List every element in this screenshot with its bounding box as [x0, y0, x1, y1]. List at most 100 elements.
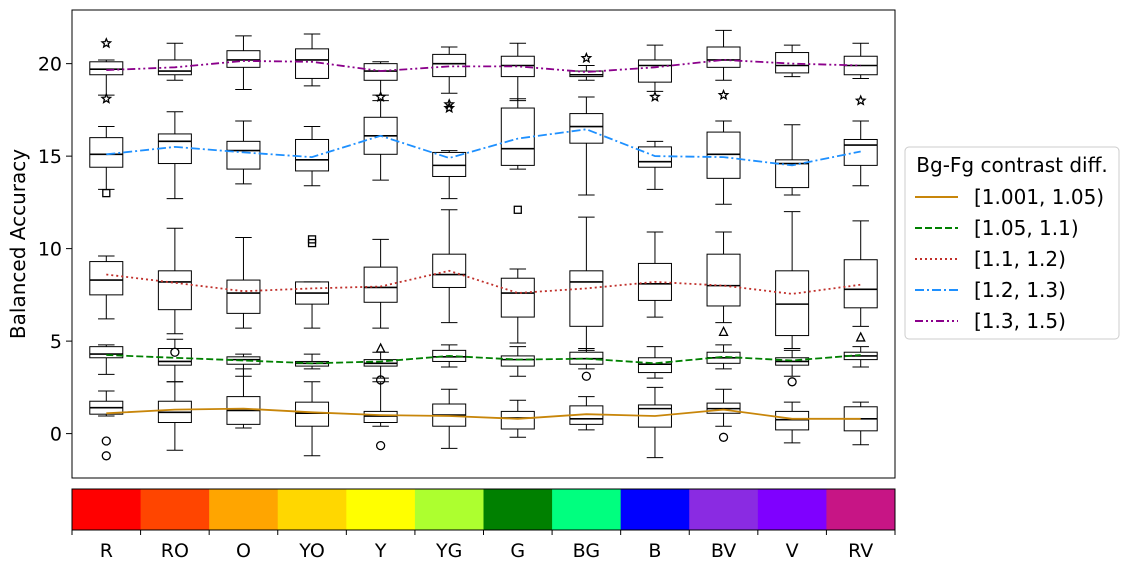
box-group — [706, 120, 741, 205]
box — [775, 270, 810, 337]
outlier-point — [581, 371, 592, 381]
box-group — [89, 390, 124, 461]
box-group — [89, 344, 124, 375]
series-line — [106, 407, 861, 420]
legend-label: [1.3, 1.5) — [974, 309, 1066, 333]
series-group — [89, 96, 878, 248]
box — [295, 401, 330, 427]
outlier-point — [717, 88, 730, 101]
box — [226, 140, 261, 170]
outlier-point — [649, 90, 661, 102]
box-group — [157, 227, 192, 335]
box-group — [637, 346, 672, 379]
legend-items: [1.001, 1.05) [1.05, 1.1) [1.1, 1.2) [1.2, … — [915, 185, 1104, 333]
x-tick-label: R — [100, 540, 113, 562]
box — [843, 138, 878, 166]
plot-area: 0 5 10 15 20 — [38, 9, 896, 479]
box — [500, 277, 535, 318]
color-swatch — [757, 489, 827, 530]
series-layer — [89, 29, 878, 461]
outlier-point — [375, 375, 386, 385]
box-group — [775, 124, 810, 196]
legend-label: [1.1, 1.2) — [974, 247, 1066, 271]
box-group — [432, 46, 467, 114]
x-tick-label: V — [786, 540, 799, 562]
outlier-point — [102, 188, 111, 198]
box-group — [226, 120, 261, 185]
color-swatch — [209, 489, 279, 530]
box — [569, 70, 604, 78]
box-group — [157, 111, 192, 200]
color-swatch — [483, 489, 553, 530]
color-swatch — [826, 489, 896, 530]
box — [637, 59, 672, 83]
x-tick-label: RO — [161, 540, 189, 562]
x-tick-label: BV — [711, 540, 736, 562]
legend-item: [1.001, 1.05) — [915, 185, 1104, 209]
x-tick-label: G — [510, 540, 525, 562]
box-group — [775, 44, 810, 78]
box-group — [363, 238, 398, 353]
x-tick-label: YO — [298, 540, 325, 562]
x-tick-label: RV — [848, 540, 873, 562]
outlier-point — [787, 377, 797, 387]
x-tick-label: YG — [435, 540, 462, 562]
outlier-point — [855, 331, 866, 342]
box-group — [843, 120, 878, 187]
color-swatch — [689, 489, 759, 530]
outlier-point — [101, 451, 111, 461]
series-line — [106, 269, 861, 295]
outlier-point — [513, 205, 522, 214]
box — [363, 410, 398, 424]
outlier-point — [443, 101, 456, 114]
y-tick-label: 15 — [38, 146, 62, 168]
color-swatch — [414, 489, 484, 530]
y-tick-label: 10 — [38, 239, 62, 261]
box — [157, 270, 192, 311]
box — [775, 52, 810, 74]
box — [706, 253, 741, 307]
box — [706, 46, 741, 68]
x-tick-label: BG — [573, 540, 600, 562]
box-group — [775, 349, 810, 387]
box — [500, 410, 535, 430]
box — [226, 279, 261, 314]
legend-frame — [904, 146, 1120, 340]
box — [500, 355, 535, 367]
outlier-point — [718, 325, 729, 337]
legend-item: [1.2, 1.3) — [915, 278, 1066, 302]
y-tick-label: 5 — [50, 331, 62, 353]
color-swatch — [72, 489, 142, 530]
series-group — [89, 209, 878, 353]
legend-item: [1.3, 1.5) — [915, 309, 1066, 333]
outlier-point — [375, 440, 386, 451]
color-swatch — [620, 489, 690, 530]
box-group — [843, 42, 878, 106]
x-tick-label: Y — [374, 540, 387, 562]
y-axis: 0 5 10 15 20 — [38, 54, 72, 446]
outlier-point — [307, 235, 317, 244]
box — [89, 346, 124, 359]
box — [89, 137, 124, 168]
outlier-point — [854, 94, 867, 106]
box-group — [226, 35, 261, 91]
outlier-point — [170, 347, 180, 357]
outlier-point — [580, 51, 593, 64]
box-group — [295, 281, 330, 329]
box — [569, 113, 604, 144]
y-tick-label: 0 — [50, 424, 62, 446]
box-group — [775, 211, 810, 350]
legend-label: [1.2, 1.3) — [974, 278, 1066, 302]
box — [775, 410, 810, 431]
box-group — [89, 255, 124, 320]
legend-item: [1.1, 1.2) — [915, 247, 1066, 271]
box-group — [569, 51, 604, 81]
y-tick-label: 20 — [38, 54, 62, 76]
box-group — [89, 126, 124, 198]
box-group — [706, 388, 741, 442]
outlier-point — [100, 92, 113, 104]
series-line — [106, 128, 861, 167]
plot-frame — [71, 9, 896, 479]
outlier-point — [718, 432, 729, 442]
